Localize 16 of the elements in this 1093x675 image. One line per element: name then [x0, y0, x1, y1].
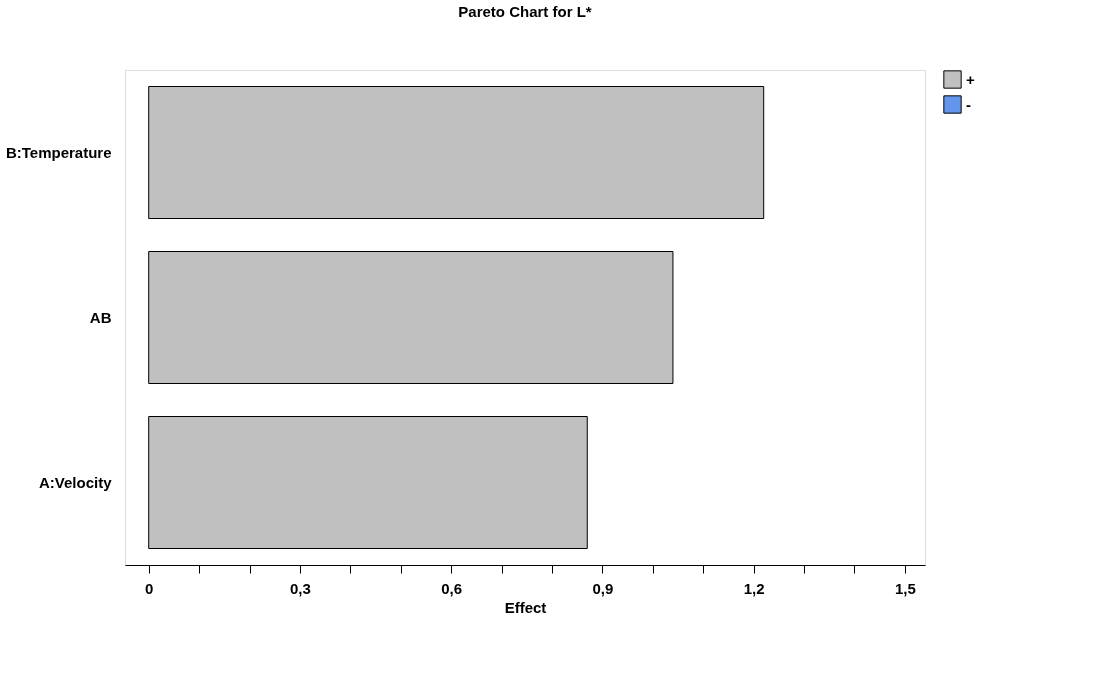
bar [148, 86, 765, 219]
legend-label: + [966, 70, 975, 88]
x-axis-title: Effect [504, 598, 547, 616]
y-tick-label: B:Temperature [5, 143, 112, 161]
x-tick-label: 0,6 [441, 579, 463, 597]
y-tick-label: AB [89, 308, 112, 326]
x-tick-label: 1,2 [743, 579, 765, 597]
chart-title: Pareto Chart for L* [458, 3, 592, 20]
y-tick-label: A:Velocity [38, 473, 113, 491]
bar [148, 251, 674, 384]
x-tick-label: 0 [145, 579, 154, 597]
x-tick-label: 0,9 [592, 579, 614, 597]
x-tick-label: 1,5 [894, 579, 916, 597]
bar [148, 416, 588, 549]
x-tick-label: 0,3 [289, 579, 311, 597]
legend-label: - [966, 95, 971, 113]
